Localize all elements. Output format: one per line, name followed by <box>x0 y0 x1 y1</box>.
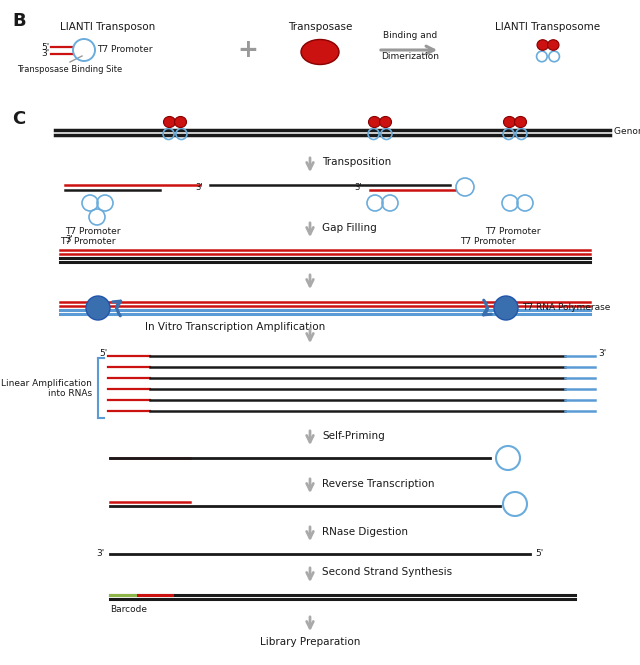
Text: LIANTI Transposome: LIANTI Transposome <box>495 22 600 32</box>
Ellipse shape <box>537 40 548 51</box>
Ellipse shape <box>515 116 527 128</box>
Ellipse shape <box>504 116 515 128</box>
Text: Genomic DNA: Genomic DNA <box>614 128 640 136</box>
Ellipse shape <box>163 116 175 128</box>
Text: T7 Promoter: T7 Promoter <box>60 237 115 246</box>
Ellipse shape <box>380 116 392 128</box>
Text: T7 Promoter: T7 Promoter <box>65 227 120 236</box>
Ellipse shape <box>369 116 380 128</box>
Ellipse shape <box>548 40 559 51</box>
Text: 3': 3' <box>42 49 50 59</box>
Text: T7 RNA Polymerase: T7 RNA Polymerase <box>522 303 611 313</box>
Text: Transposition: Transposition <box>322 157 391 167</box>
Text: Gap Filling: Gap Filling <box>322 223 377 233</box>
Text: Binding and: Binding and <box>383 31 437 40</box>
Text: 5': 5' <box>100 348 108 358</box>
Ellipse shape <box>494 296 518 320</box>
Text: LIANTI Transposon: LIANTI Transposon <box>60 22 156 32</box>
Text: into RNAs: into RNAs <box>48 390 92 398</box>
Text: T7 Promoter: T7 Promoter <box>97 45 152 55</box>
Text: T7 Promoter: T7 Promoter <box>485 227 541 236</box>
Text: 5': 5' <box>42 43 50 51</box>
Text: 3': 3' <box>97 549 105 559</box>
Text: Barcode: Barcode <box>110 605 147 614</box>
Ellipse shape <box>175 116 186 128</box>
Text: Self-Priming: Self-Priming <box>322 431 385 441</box>
Ellipse shape <box>301 39 339 65</box>
Text: 3': 3' <box>195 184 203 192</box>
Text: B: B <box>12 12 26 30</box>
Text: Linear Amplification: Linear Amplification <box>1 378 92 388</box>
Text: 5': 5' <box>535 549 543 559</box>
Text: 3': 3' <box>598 348 606 358</box>
Text: RNase Digestion: RNase Digestion <box>322 527 408 537</box>
Text: Transposase: Transposase <box>288 22 352 32</box>
Text: Library Preparation: Library Preparation <box>260 637 360 647</box>
Text: +: + <box>237 38 259 62</box>
Text: 3': 3' <box>65 235 72 244</box>
Text: Second Strand Synthesis: Second Strand Synthesis <box>322 567 452 577</box>
Text: Transposase Binding Site: Transposase Binding Site <box>17 65 123 74</box>
Text: In Vitro Transcription Amplification: In Vitro Transcription Amplification <box>145 322 325 332</box>
Text: T7 Promoter: T7 Promoter <box>460 237 515 246</box>
Text: Dimerization: Dimerization <box>381 52 439 61</box>
Text: C: C <box>12 110 25 128</box>
Text: 3': 3' <box>355 184 362 192</box>
Text: Reverse Transcription: Reverse Transcription <box>322 479 435 489</box>
Ellipse shape <box>86 296 110 320</box>
